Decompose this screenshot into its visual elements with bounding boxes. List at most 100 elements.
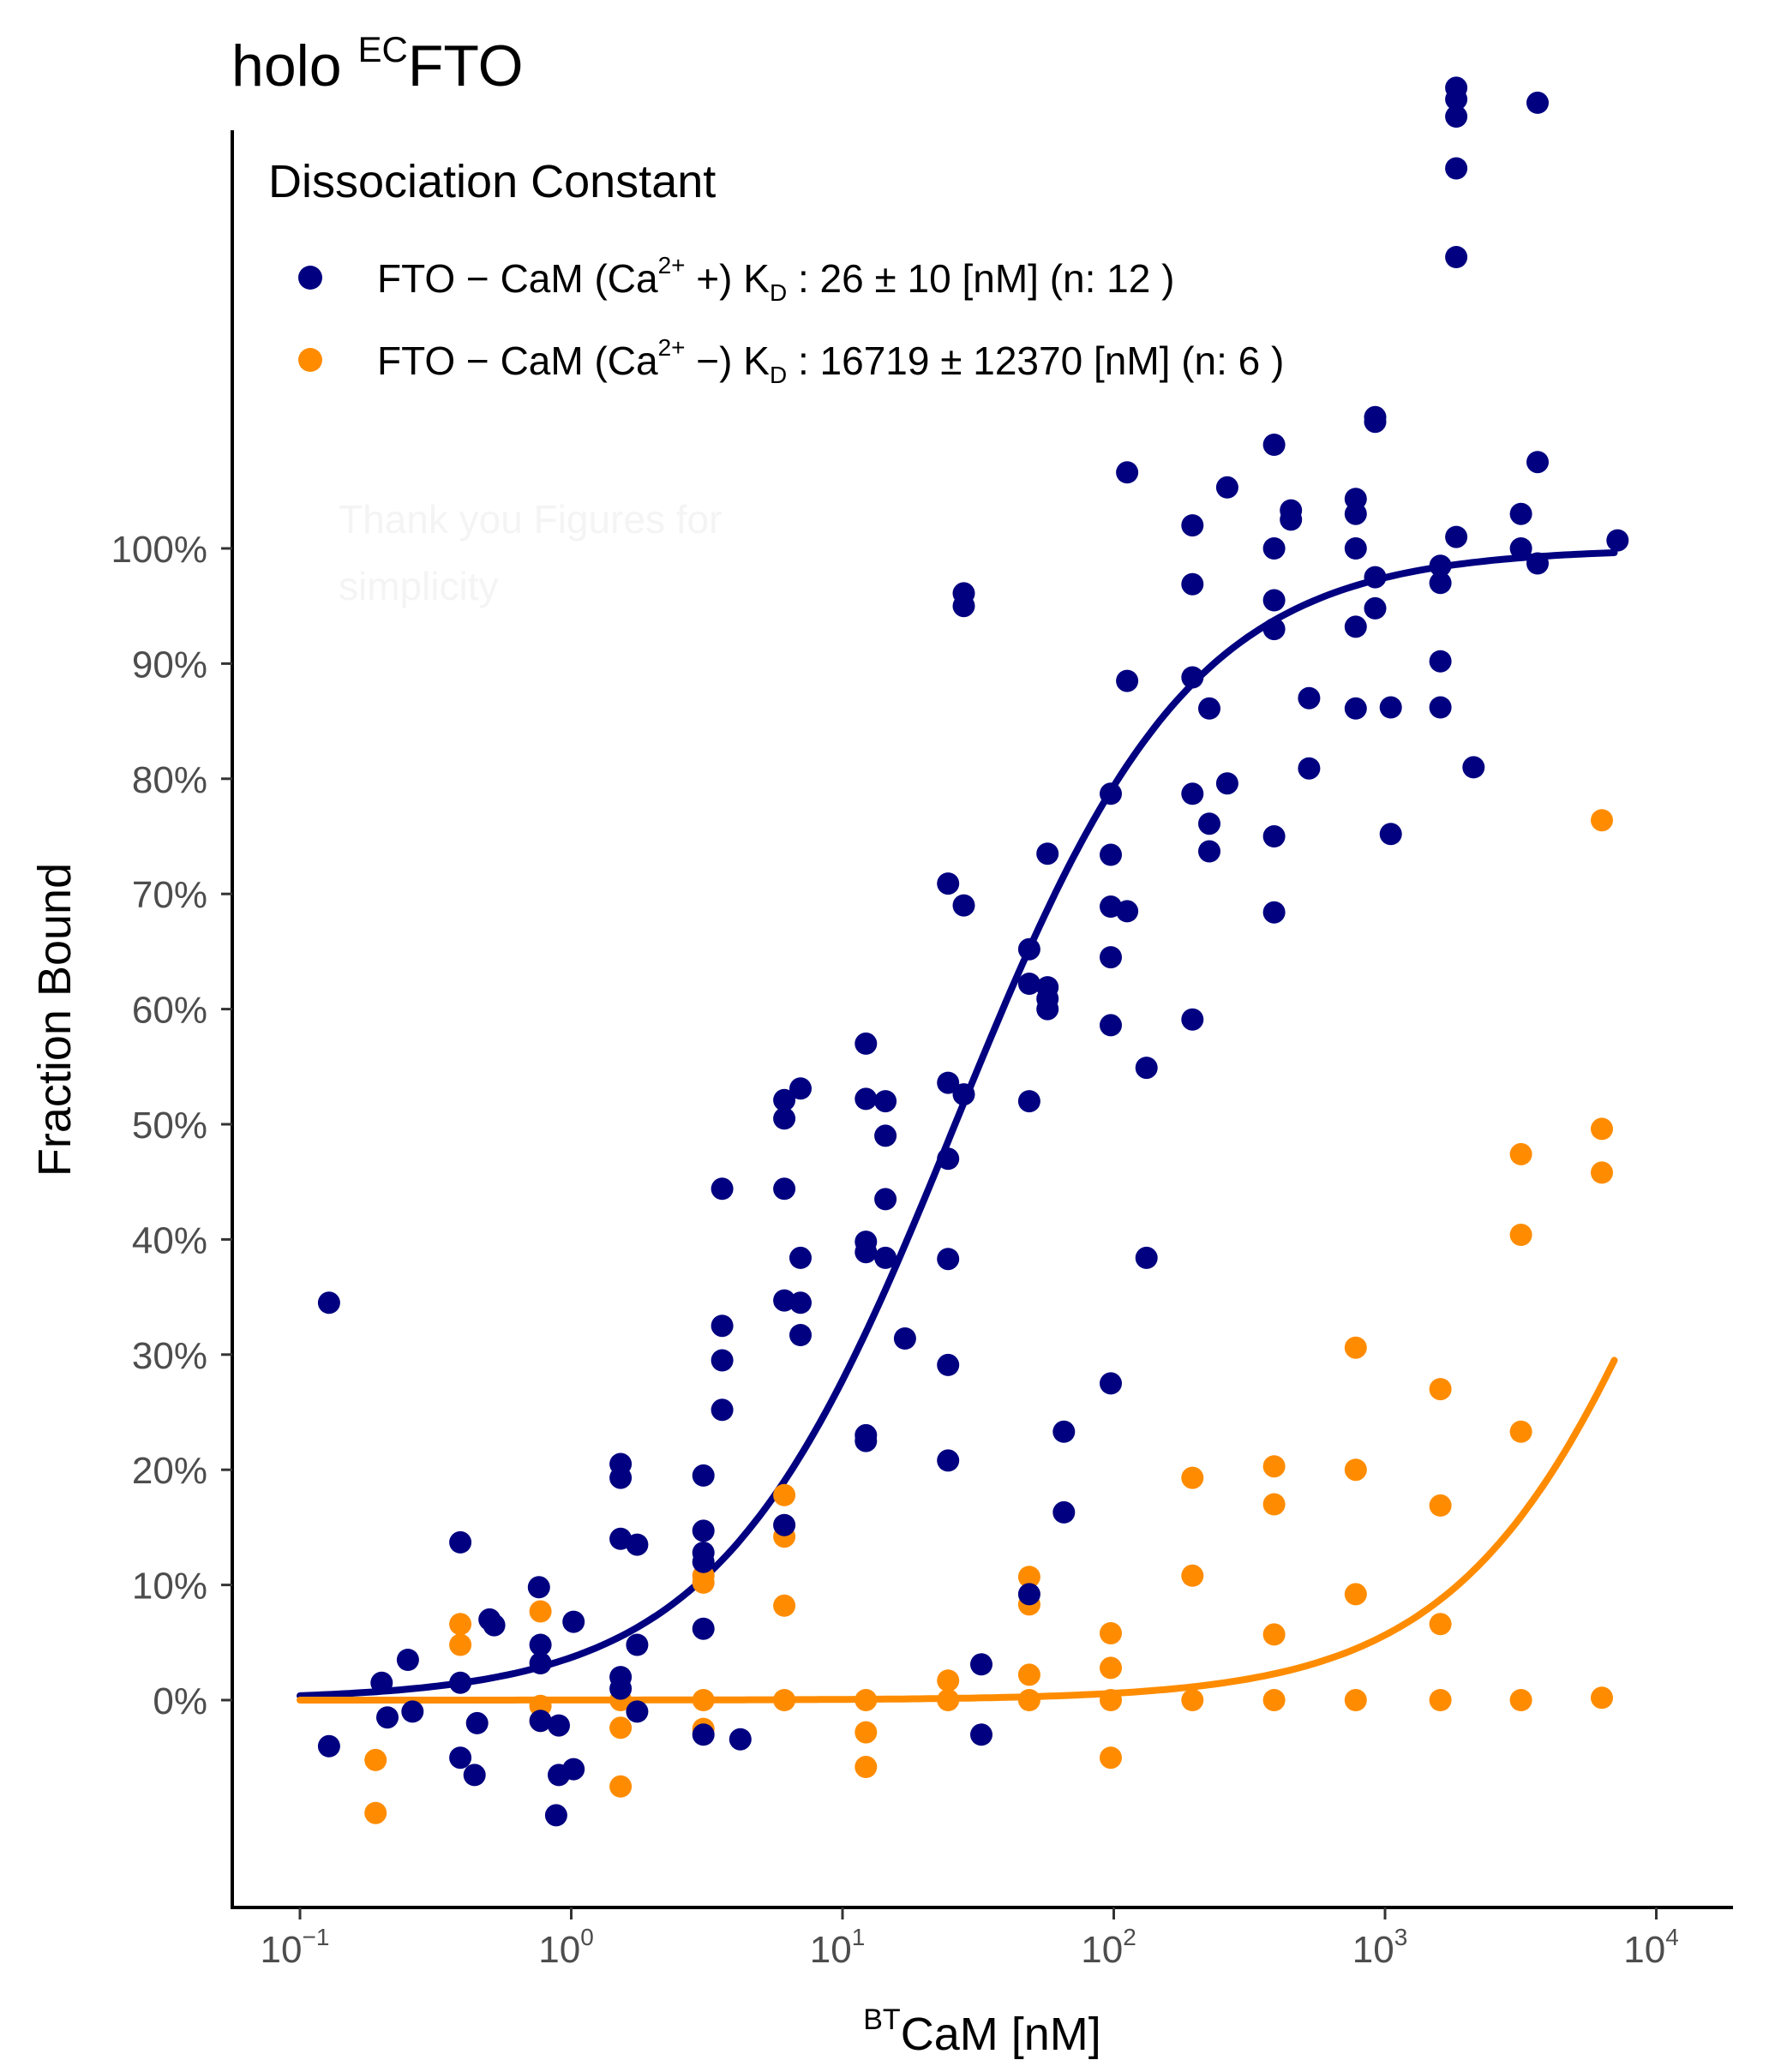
point-s0-122 xyxy=(1364,596,1387,620)
point-s0-125 xyxy=(1429,554,1452,578)
point-s1-3 xyxy=(449,1633,472,1656)
legend-key-ca-plus xyxy=(298,266,322,290)
point-s0-117 xyxy=(1344,615,1367,638)
point-s0-92 xyxy=(1135,1057,1158,1080)
ghost-text-2: simplicity xyxy=(339,564,499,608)
point-s0-95 xyxy=(1181,572,1204,596)
y-axis-title: Fraction Bound xyxy=(29,863,81,1177)
point-s1-37 xyxy=(1262,1689,1286,1711)
point-s1-35 xyxy=(1262,1493,1286,1516)
point-s1-47 xyxy=(1509,1224,1532,1246)
point-s1-52 xyxy=(1591,1161,1613,1184)
point-s0-45 xyxy=(773,1513,796,1536)
point-s0-28 xyxy=(626,1633,649,1656)
x-tick-label-3: 102 xyxy=(1081,1924,1136,1971)
point-s0-90 xyxy=(1116,669,1139,692)
point-s0-38 xyxy=(711,1349,734,1372)
point-s0-102 xyxy=(1215,476,1238,499)
point-s0-64 xyxy=(937,1248,960,1271)
x-tick-label-4: 103 xyxy=(1352,1924,1408,1971)
point-s0-100 xyxy=(1198,812,1220,835)
point-s0-80 xyxy=(1036,997,1059,1021)
point-s0-75 xyxy=(1017,1090,1040,1113)
point-s0-30 xyxy=(692,1464,715,1487)
point-s0-60 xyxy=(893,1327,916,1350)
point-s0-118 xyxy=(1344,697,1367,720)
point-s1-25 xyxy=(1017,1663,1040,1686)
point-s0-43 xyxy=(773,1177,796,1201)
fit-line-0 xyxy=(297,549,1618,1699)
point-s0-34 xyxy=(692,1617,715,1640)
point-s1-51 xyxy=(1591,1117,1613,1141)
point-s1-27 xyxy=(1100,1622,1122,1644)
point-s0-48 xyxy=(789,1291,812,1314)
point-s0-56 xyxy=(874,1090,897,1113)
point-s0-106 xyxy=(1262,589,1286,612)
point-s1-49 xyxy=(1509,1689,1532,1711)
point-s1-31 xyxy=(1181,1466,1204,1489)
point-s0-112 xyxy=(1298,686,1321,710)
point-s1-50 xyxy=(1591,809,1613,832)
point-s0-35 xyxy=(692,1723,715,1746)
y-tick-label-3: 30% xyxy=(132,1335,207,1377)
point-s1-32 xyxy=(1181,1564,1204,1587)
point-s0-13 xyxy=(527,1576,550,1599)
ghost-text-1: Thank you Figures for xyxy=(339,497,722,542)
point-s0-139 xyxy=(1526,451,1549,474)
point-s1-16 xyxy=(773,1594,796,1617)
y-tick-label-10: 100% xyxy=(111,529,207,571)
point-s0-10 xyxy=(465,1711,489,1734)
y-tick-label-2: 20% xyxy=(132,1450,207,1492)
y-axis-ticks: 0% 10% 20% 30% 40% 50% 60% 70% 80% 90% 100% xyxy=(111,529,232,1722)
point-s0-96 xyxy=(1181,666,1204,689)
point-s1-33 xyxy=(1181,1689,1204,1711)
point-s0-76 xyxy=(1017,1583,1040,1606)
point-s0-6 xyxy=(449,1530,472,1554)
y-tick-label-6: 60% xyxy=(132,990,207,1032)
point-s0-97 xyxy=(1181,782,1204,805)
point-s1-20 xyxy=(855,1756,878,1778)
y-tick-label-9: 90% xyxy=(132,644,207,686)
point-s1-44 xyxy=(1429,1613,1452,1636)
point-s0-98 xyxy=(1181,1008,1204,1031)
point-s0-116 xyxy=(1344,537,1367,560)
point-s0-71 xyxy=(970,1653,992,1676)
point-s1-2 xyxy=(449,1613,472,1636)
point-s0-26 xyxy=(609,1677,633,1700)
point-s0-74 xyxy=(1017,973,1040,995)
point-s0-138 xyxy=(1526,91,1549,114)
point-s0-17 xyxy=(544,1804,567,1827)
point-s0-69 xyxy=(952,894,975,917)
point-s1-9 xyxy=(609,1775,633,1798)
point-s1-4 xyxy=(529,1600,552,1623)
point-s1-19 xyxy=(855,1721,878,1744)
legend: Dissociation Constant FTO − CaM (Ca2+ +)… xyxy=(268,156,1284,388)
point-s0-14 xyxy=(529,1633,552,1656)
point-s0-12 xyxy=(483,1614,506,1637)
point-s0-55 xyxy=(855,1429,878,1452)
point-s0-9 xyxy=(463,1764,486,1787)
y-tick-label-0: 0% xyxy=(153,1680,207,1722)
point-s0-8 xyxy=(449,1746,472,1770)
point-s0-61 xyxy=(937,872,960,895)
point-s0-111 xyxy=(1280,508,1303,531)
point-s0-84 xyxy=(1100,843,1122,866)
point-s0-87 xyxy=(1100,1014,1122,1037)
y-tick-label-5: 50% xyxy=(132,1105,207,1147)
point-s1-42 xyxy=(1429,1378,1452,1401)
point-s0-50 xyxy=(855,1032,878,1055)
point-s0-59 xyxy=(874,1246,897,1269)
point-s0-0 xyxy=(317,1291,340,1314)
x-tick-label-0: 10−1 xyxy=(261,1924,330,1971)
point-s0-127 xyxy=(1429,650,1452,673)
point-s1-29 xyxy=(1100,1689,1122,1711)
point-s0-39 xyxy=(711,1398,734,1422)
point-s1-0 xyxy=(364,1748,387,1771)
point-s0-62 xyxy=(937,1071,960,1094)
point-s1-43 xyxy=(1429,1494,1452,1517)
point-s1-40 xyxy=(1344,1583,1367,1606)
point-s0-40 xyxy=(729,1728,752,1751)
point-s0-47 xyxy=(789,1246,812,1269)
point-s1-11 xyxy=(692,1571,715,1594)
